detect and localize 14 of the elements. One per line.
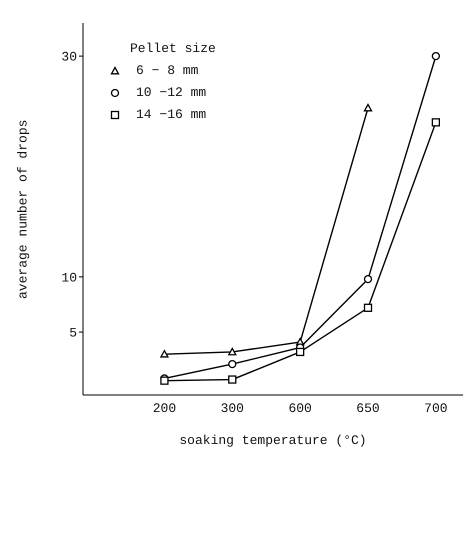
x-tick-label: 300 (220, 401, 244, 416)
legend-label: 14 −16 mm (136, 106, 206, 124)
x-tick-label: 700 (424, 401, 448, 416)
x-axis-title: soaking temperature (°C) (179, 433, 367, 448)
y-tick-label: 10 (61, 270, 77, 286)
y-tick-label: 30 (61, 50, 77, 65)
x-tick-label: 600 (288, 401, 312, 416)
legend-label: 6 − 8 mm (136, 62, 198, 80)
legend-title: Pellet size (129, 40, 216, 58)
x-tick-label: 200 (152, 401, 176, 416)
legend-label: 10 −12 mm (136, 84, 206, 102)
y-axis-title: average number of drops (16, 120, 31, 299)
y-tick-label: 5 (69, 326, 77, 341)
x-tick-label: 650 (356, 401, 380, 416)
